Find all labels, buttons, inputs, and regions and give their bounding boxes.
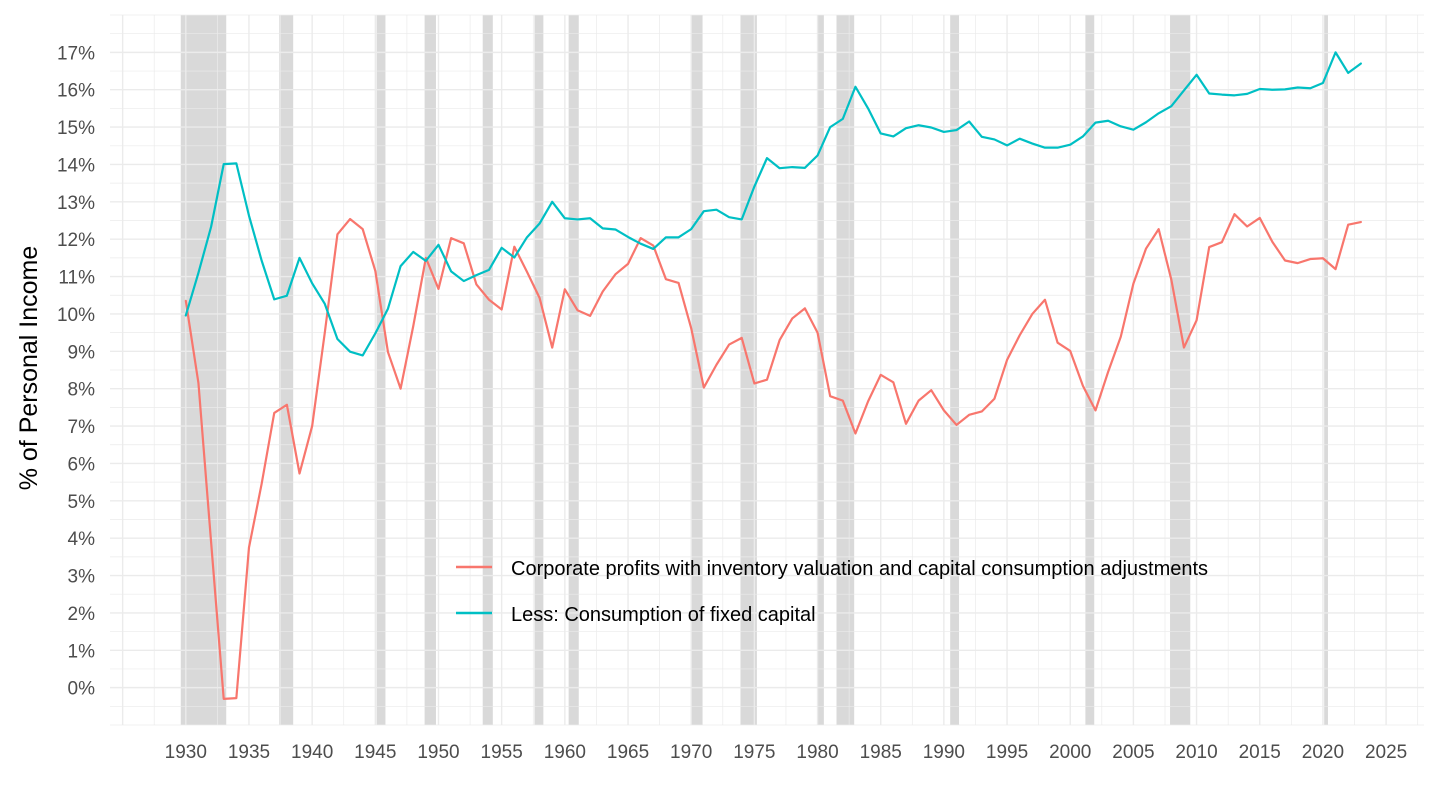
- y-tick-label: 7%: [68, 417, 96, 438]
- y-tick-label: 3%: [68, 567, 96, 588]
- series-lines: [184, 51, 1362, 700]
- x-tick-label: 1955: [481, 742, 523, 763]
- y-tick-label: 4%: [68, 529, 96, 550]
- y-tick-label: 15%: [57, 118, 95, 139]
- x-tick-label: 1970: [670, 742, 712, 763]
- x-tick-label: 2010: [1175, 742, 1217, 763]
- y-tick-label: 11%: [58, 268, 95, 289]
- y-tick-label: 9%: [68, 342, 96, 363]
- legend-label-consumption-fixed-capital: Less: Consumption of fixed capital: [511, 604, 816, 626]
- x-tick-label: 1940: [291, 742, 333, 763]
- y-tick-label: 5%: [68, 492, 96, 513]
- x-tick-label: 2025: [1365, 742, 1407, 763]
- y-axis-ticks: 0% 1% 2% 3% 4% 5% 6% 7% 8% 9% 10% 11% 12% 13% 14% 15% 16…: [57, 43, 95, 699]
- legend: Corporate profits with inventory valuati…: [456, 558, 1208, 626]
- y-tick-label: 17%: [57, 43, 95, 64]
- series-line-corporate-profits: [184, 213, 1362, 700]
- x-tick-label: 1995: [986, 742, 1028, 763]
- x-tick-label: 2020: [1302, 742, 1344, 763]
- y-tick-label: 0%: [68, 679, 96, 700]
- x-tick-label: 1930: [165, 742, 207, 763]
- x-tick-label: 2015: [1239, 742, 1281, 763]
- y-tick-label: 14%: [57, 155, 95, 176]
- x-tick-label: 1945: [354, 742, 396, 763]
- y-tick-label: 6%: [68, 454, 96, 475]
- x-tick-label: 1950: [417, 742, 459, 763]
- x-tick-label: 1980: [796, 742, 838, 763]
- x-tick-label: 2005: [1112, 742, 1154, 763]
- y-tick-label: 2%: [68, 604, 96, 625]
- x-tick-label: 2000: [1049, 742, 1091, 763]
- x-tick-label: 1935: [228, 742, 270, 763]
- x-tick-label: 1990: [923, 742, 965, 763]
- y-tick-label: 1%: [68, 641, 96, 662]
- x-tick-label: 1975: [733, 742, 775, 763]
- x-tick-label: 1965: [607, 742, 649, 763]
- grid: [110, 14, 1424, 726]
- legend-label-corporate-profits: Corporate profits with inventory valuati…: [511, 558, 1208, 580]
- y-tick-label: 12%: [57, 230, 95, 251]
- y-tick-label: 13%: [57, 193, 95, 214]
- x-tick-label: 1960: [544, 742, 586, 763]
- y-axis-title: % of Personal Income: [15, 246, 43, 491]
- y-tick-label: 10%: [57, 305, 95, 326]
- x-axis-ticks: 1930 1935 1940 1945 1950 1955 1960 1965 1970 1975…: [165, 742, 1408, 763]
- y-tick-label: 8%: [68, 380, 96, 401]
- y-tick-label: 16%: [57, 81, 95, 102]
- series-line-consumption-fixed-capital: [184, 51, 1362, 357]
- x-tick-label: 1985: [860, 742, 902, 763]
